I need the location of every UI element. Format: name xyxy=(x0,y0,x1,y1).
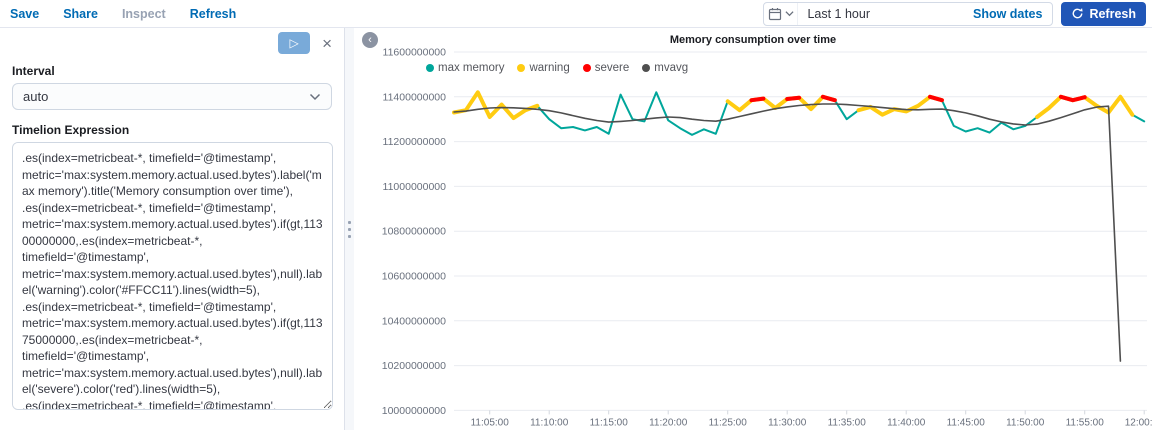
legend-label: warning xyxy=(529,62,570,74)
svg-text:10400000000: 10400000000 xyxy=(382,315,446,327)
chart-panel: ‹ Memory consumption over time max memor… xyxy=(354,28,1152,430)
svg-text:11:30:00: 11:30:00 xyxy=(768,417,807,428)
collapse-panel-button[interactable]: ‹ xyxy=(362,32,378,48)
svg-text:11:15:00: 11:15:00 xyxy=(590,417,629,428)
timelion-expression-input[interactable]: .es(index=metricbeat-*, timefield='@time… xyxy=(12,142,333,410)
svg-text:11:20:00: 11:20:00 xyxy=(649,417,688,428)
interval-value: auto xyxy=(23,89,49,104)
svg-text:11400000000: 11400000000 xyxy=(383,91,447,103)
refresh-link[interactable]: Refresh xyxy=(189,6,237,21)
close-icon: × xyxy=(322,33,332,53)
legend-item-max-memory[interactable]: max memory xyxy=(426,62,504,74)
svg-text:10000000000: 10000000000 xyxy=(382,405,446,417)
refresh-button-label: Refresh xyxy=(1089,6,1136,21)
chart-legend: max memory warning severe mvavg xyxy=(426,62,688,74)
close-editor-button[interactable]: × xyxy=(320,35,334,52)
play-button[interactable]: ▷ xyxy=(278,32,311,54)
svg-text:11000000000: 11000000000 xyxy=(383,181,447,193)
legend-label: max memory xyxy=(438,62,505,74)
svg-text:11600000000: 11600000000 xyxy=(383,47,447,59)
editor-body: Interval auto Timelion Expression .es(in… xyxy=(0,58,344,410)
inspect-button[interactable]: Inspect xyxy=(121,6,166,21)
expression-label: Timelion Expression xyxy=(12,123,130,137)
chart-title: Memory consumption over time xyxy=(669,34,837,46)
svg-text:11:05:00: 11:05:00 xyxy=(471,417,510,428)
legend-item-mvavg[interactable]: mvavg xyxy=(642,62,688,74)
refresh-icon xyxy=(1073,8,1084,19)
svg-text:10200000000: 10200000000 xyxy=(382,360,446,372)
save-button[interactable]: Save xyxy=(10,6,40,21)
calendar-menu-button[interactable] xyxy=(764,2,799,25)
svg-text:11:40:00: 11:40:00 xyxy=(887,417,926,428)
chevron-left-icon: ‹ xyxy=(368,34,372,46)
editor-header: ▷ × xyxy=(0,28,344,58)
interval-label: Interval xyxy=(12,64,55,78)
panel-resize-handle[interactable] xyxy=(345,28,354,430)
legend-color-dot xyxy=(517,64,526,72)
refresh-button[interactable]: Refresh xyxy=(1061,1,1146,26)
timeseries-plot: 11600000000 11400000000 11200000000 1100000… xyxy=(382,47,1152,429)
legend-color-dot xyxy=(582,64,591,72)
drag-dot xyxy=(348,227,351,231)
top-toolbar: Save Share Inspect Refresh Last 1 hour S… xyxy=(0,0,1152,28)
show-dates-button[interactable]: Show dates xyxy=(972,6,1043,21)
legend-item-severe[interactable]: severe xyxy=(582,62,630,74)
timepicker-group: Last 1 hour Show dates Refresh xyxy=(763,1,1146,26)
svg-text:11:10:00: 11:10:00 xyxy=(530,417,569,428)
interval-select[interactable]: auto xyxy=(12,83,332,110)
svg-text:12:00:00: 12:00:00 xyxy=(1125,417,1152,428)
share-button[interactable]: Share xyxy=(63,6,98,21)
calendar-icon xyxy=(768,7,782,20)
svg-text:10800000000: 10800000000 xyxy=(382,226,446,238)
chevron-down-icon xyxy=(785,11,794,17)
legend-color-dot xyxy=(426,64,434,72)
svg-text:10600000000: 10600000000 xyxy=(382,271,446,283)
svg-text:11200000000: 11200000000 xyxy=(383,136,447,148)
toolbar-links: Save Share Inspect Refresh xyxy=(10,7,236,21)
play-icon: ▷ xyxy=(289,36,299,50)
svg-text:11:55:00: 11:55:00 xyxy=(1066,417,1105,428)
svg-text:11:50:00: 11:50:00 xyxy=(1006,417,1045,428)
svg-text:11:25:00: 11:25:00 xyxy=(709,417,748,428)
chevron-down-icon xyxy=(309,93,321,100)
svg-text:11:45:00: 11:45:00 xyxy=(947,417,986,428)
time-range-label[interactable]: Last 1 hour xyxy=(807,6,870,21)
legend-label: mvavg xyxy=(654,62,689,74)
drag-dot xyxy=(348,220,351,224)
legend-label: severe xyxy=(594,62,630,74)
drag-dot xyxy=(348,234,351,238)
timelion-editor-panel: ▷ × Interval auto Timelion Expression .e… xyxy=(0,28,345,430)
svg-text:11:35:00: 11:35:00 xyxy=(828,417,867,428)
legend-item-warning[interactable]: warning xyxy=(517,62,570,74)
legend-color-dot xyxy=(642,64,651,72)
date-picker: Last 1 hour Show dates xyxy=(763,1,1054,26)
